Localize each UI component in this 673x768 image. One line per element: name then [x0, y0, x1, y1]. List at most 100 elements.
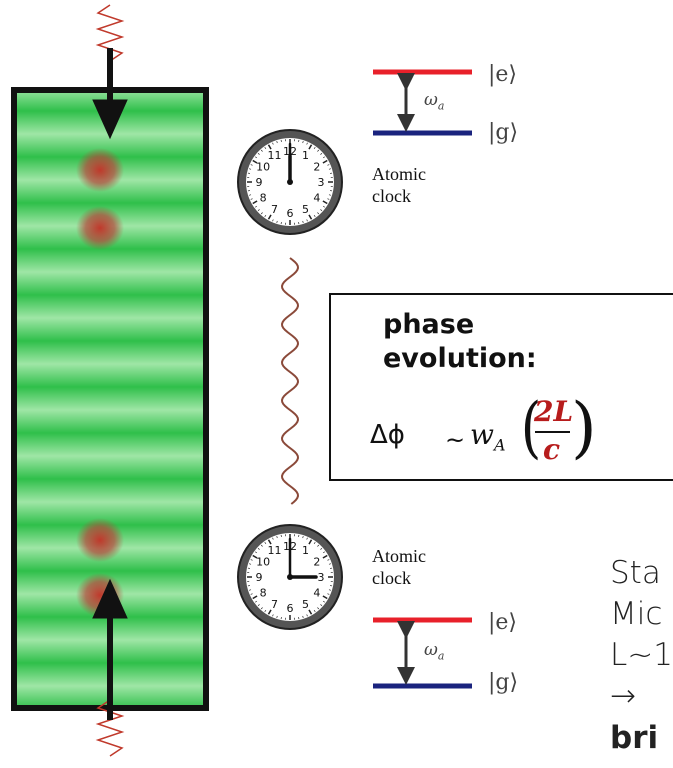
clock-numeral: 7 — [271, 203, 278, 216]
clock-numeral: 1 — [302, 149, 309, 162]
clock-tick — [317, 149, 320, 152]
clock-tick — [267, 539, 272, 545]
clock-tick — [272, 614, 274, 617]
rate: wA — [470, 418, 506, 455]
excited-state: |e⟩ — [488, 610, 518, 635]
clock-tick — [320, 152, 323, 155]
side-line: → — [610, 678, 636, 714]
clock-tick — [255, 156, 258, 159]
clock-pin — [287, 179, 293, 185]
lhs: Δϕ — [370, 420, 405, 450]
symbol: ω — [424, 90, 438, 110]
subscript: A — [493, 435, 506, 455]
clock-tick — [248, 563, 252, 565]
clock-tick — [248, 168, 252, 170]
clock-tick — [327, 198, 330, 200]
pulses — [95, 4, 125, 757]
clock-tick — [264, 609, 267, 612]
clock: 121234567891011 — [237, 524, 343, 630]
paren: ( — [521, 390, 542, 466]
clock-tick — [328, 589, 332, 591]
clock-tick — [257, 209, 260, 212]
clock-tick — [328, 563, 332, 565]
side-line: L~1 — [610, 637, 673, 673]
clock-tick — [267, 609, 272, 615]
clock-tick — [264, 214, 267, 217]
clock-tick — [276, 220, 278, 224]
clock-tick — [248, 194, 252, 196]
clock-numeral: 10 — [256, 161, 270, 174]
clock-tick — [257, 547, 260, 550]
clock-tick — [272, 142, 274, 145]
clock-tick — [276, 140, 278, 144]
clock-tick — [306, 219, 308, 222]
clock-tick — [276, 535, 278, 539]
clock-numeral: 9 — [256, 571, 263, 584]
clock-tick — [252, 554, 258, 559]
clock-tick — [306, 537, 308, 540]
paren: ) — [571, 389, 597, 466]
clock-numeral: 5 — [302, 598, 309, 611]
clock-tick — [276, 615, 278, 619]
clock-numeral: 7 — [271, 598, 278, 611]
clock-tick — [272, 219, 274, 222]
clock-tick — [257, 604, 260, 607]
clock-tick — [250, 559, 253, 561]
clock-tick — [248, 589, 252, 591]
clock-tick — [252, 595, 258, 600]
clock-tick — [322, 159, 328, 164]
clock-pin — [287, 574, 293, 580]
ground-state: |g⟩ — [488, 120, 519, 145]
clock-tick — [327, 164, 330, 166]
clock-tick — [327, 593, 330, 595]
symbol: w — [470, 418, 494, 451]
clock-tick — [317, 212, 320, 215]
signal — [280, 257, 300, 505]
clock-tick — [302, 140, 304, 144]
clock-tick — [313, 214, 316, 217]
clock-numeral: 10 — [256, 556, 270, 569]
clock-tick — [260, 544, 263, 547]
splitting: ωa — [424, 640, 444, 662]
formula-lhs: Δϕ — [370, 420, 405, 450]
clock-label: Atomic clock — [372, 164, 426, 206]
clock-tick — [302, 220, 304, 224]
clock-numeral: 9 — [256, 176, 263, 189]
box-title: phase evolution: — [383, 309, 537, 374]
clock-tick — [260, 149, 263, 152]
clock-tick — [322, 600, 325, 603]
clock-numeral: 8 — [260, 192, 267, 205]
formula-box — [329, 293, 673, 481]
excited-state: |e⟩ — [488, 62, 518, 87]
clock-tick — [327, 559, 330, 561]
clock-tick — [260, 607, 263, 610]
clock-tick — [252, 200, 258, 205]
clock-tick — [308, 539, 313, 545]
clock-numeral: 1 — [302, 544, 309, 557]
clock-tick — [306, 614, 308, 617]
side-line: Sta — [610, 555, 661, 591]
clock-tick — [257, 152, 260, 155]
clock-tick — [322, 156, 325, 159]
clock-numeral: 8 — [260, 587, 267, 600]
clock-tick — [302, 535, 304, 539]
clock-tick — [322, 595, 328, 600]
clock-tick — [264, 147, 267, 150]
clock-tick — [252, 159, 258, 164]
clock-tick — [313, 609, 316, 612]
clock-tick — [255, 551, 258, 554]
side-line: Mic — [610, 596, 663, 632]
arrows — [92, 48, 128, 720]
clock-numeral: 11 — [268, 149, 282, 162]
clock-tick — [320, 209, 323, 212]
clock-tick — [313, 542, 316, 545]
clock-tick — [264, 542, 267, 545]
clock-tick — [250, 164, 253, 166]
clock-numeral: 6 — [287, 207, 294, 220]
clock-numeral: 11 — [268, 544, 282, 557]
clock-tick — [267, 144, 272, 150]
clock-numeral: 5 — [302, 203, 309, 216]
clock-tick — [328, 168, 332, 170]
clock-tick — [320, 604, 323, 607]
